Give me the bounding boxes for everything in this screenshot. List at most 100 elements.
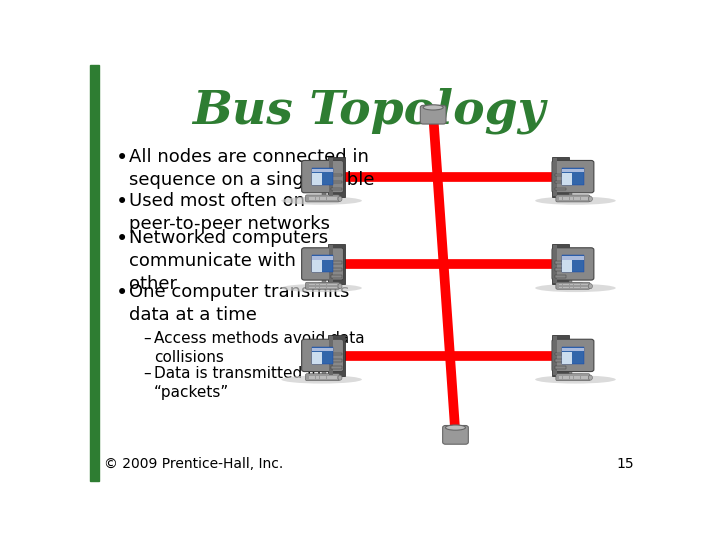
Bar bbox=[312, 287, 315, 288]
FancyBboxPatch shape bbox=[564, 374, 582, 379]
Bar bbox=[323, 278, 326, 284]
Bar bbox=[581, 378, 584, 379]
Bar bbox=[559, 198, 562, 199]
Bar bbox=[309, 377, 312, 378]
FancyBboxPatch shape bbox=[312, 255, 333, 273]
Bar bbox=[312, 376, 315, 377]
Bar bbox=[327, 376, 330, 377]
FancyBboxPatch shape bbox=[328, 335, 346, 376]
Bar bbox=[323, 377, 326, 378]
Ellipse shape bbox=[535, 375, 616, 383]
FancyBboxPatch shape bbox=[556, 374, 590, 381]
Bar bbox=[570, 376, 573, 377]
Bar bbox=[563, 287, 566, 288]
FancyBboxPatch shape bbox=[564, 195, 582, 200]
Bar bbox=[316, 378, 319, 379]
Bar bbox=[562, 260, 572, 273]
Bar bbox=[323, 376, 326, 377]
FancyBboxPatch shape bbox=[318, 374, 336, 379]
Bar bbox=[555, 275, 566, 278]
Bar bbox=[563, 198, 566, 199]
FancyBboxPatch shape bbox=[305, 195, 340, 202]
Bar bbox=[585, 376, 588, 377]
Bar bbox=[574, 198, 577, 199]
Bar bbox=[570, 199, 573, 200]
Bar bbox=[577, 199, 580, 200]
FancyBboxPatch shape bbox=[552, 339, 594, 372]
Bar bbox=[577, 197, 580, 198]
Bar bbox=[312, 198, 315, 199]
Bar bbox=[562, 352, 572, 364]
Bar bbox=[320, 378, 323, 379]
Bar bbox=[581, 376, 584, 377]
FancyBboxPatch shape bbox=[556, 195, 590, 202]
Bar bbox=[331, 367, 342, 369]
Text: •: • bbox=[116, 229, 128, 249]
Bar bbox=[309, 197, 312, 198]
Bar bbox=[562, 348, 584, 351]
Bar bbox=[320, 287, 323, 288]
Bar bbox=[323, 199, 326, 200]
Text: –: – bbox=[143, 331, 150, 346]
Bar bbox=[323, 198, 326, 199]
Bar bbox=[331, 275, 342, 278]
Bar bbox=[316, 377, 319, 378]
Bar bbox=[320, 377, 323, 378]
Bar bbox=[555, 188, 566, 191]
Bar bbox=[331, 268, 342, 271]
Bar bbox=[562, 173, 572, 185]
Text: Bus Topology: Bus Topology bbox=[192, 87, 546, 134]
Bar bbox=[327, 377, 330, 378]
Bar bbox=[331, 174, 342, 177]
Bar bbox=[331, 353, 342, 355]
Bar bbox=[334, 197, 337, 198]
FancyBboxPatch shape bbox=[302, 248, 343, 280]
Text: Networked computers
communicate with each
other: Networked computers communicate with eac… bbox=[129, 229, 345, 293]
FancyBboxPatch shape bbox=[552, 157, 569, 197]
Bar bbox=[330, 287, 333, 288]
Bar bbox=[320, 197, 323, 198]
Bar bbox=[334, 376, 337, 377]
FancyBboxPatch shape bbox=[552, 160, 594, 193]
Bar bbox=[569, 278, 572, 284]
Ellipse shape bbox=[282, 197, 362, 205]
Bar bbox=[581, 287, 584, 288]
Ellipse shape bbox=[535, 284, 616, 292]
Ellipse shape bbox=[588, 375, 593, 380]
FancyBboxPatch shape bbox=[328, 157, 346, 197]
Bar bbox=[567, 376, 570, 377]
Bar bbox=[330, 377, 333, 378]
Bar bbox=[320, 376, 323, 377]
Bar bbox=[563, 199, 566, 200]
Bar bbox=[334, 378, 337, 379]
Bar bbox=[585, 197, 588, 198]
Text: •: • bbox=[116, 283, 128, 303]
Bar bbox=[581, 197, 584, 198]
FancyBboxPatch shape bbox=[302, 339, 343, 372]
Ellipse shape bbox=[338, 284, 342, 289]
Text: Used most often on
peer-to-peer networks: Used most often on peer-to-peer networks bbox=[129, 192, 330, 233]
Bar bbox=[331, 188, 342, 191]
FancyBboxPatch shape bbox=[318, 195, 336, 200]
Text: 15: 15 bbox=[616, 457, 634, 471]
Bar bbox=[309, 287, 312, 288]
Bar bbox=[567, 287, 570, 288]
Bar bbox=[312, 169, 333, 172]
FancyBboxPatch shape bbox=[564, 282, 582, 287]
Bar bbox=[323, 378, 326, 379]
Ellipse shape bbox=[282, 284, 362, 292]
Bar bbox=[569, 369, 572, 375]
Bar bbox=[581, 198, 584, 199]
Bar bbox=[309, 199, 312, 200]
FancyBboxPatch shape bbox=[562, 347, 584, 364]
Bar bbox=[320, 199, 323, 200]
Bar bbox=[567, 197, 570, 198]
Bar bbox=[327, 199, 330, 200]
Bar bbox=[559, 378, 562, 379]
FancyBboxPatch shape bbox=[443, 426, 468, 444]
Text: One computer transmits
data at a time: One computer transmits data at a time bbox=[129, 283, 349, 324]
Bar bbox=[312, 197, 315, 198]
Bar bbox=[323, 191, 326, 196]
Bar bbox=[312, 260, 322, 273]
Bar bbox=[327, 378, 330, 379]
